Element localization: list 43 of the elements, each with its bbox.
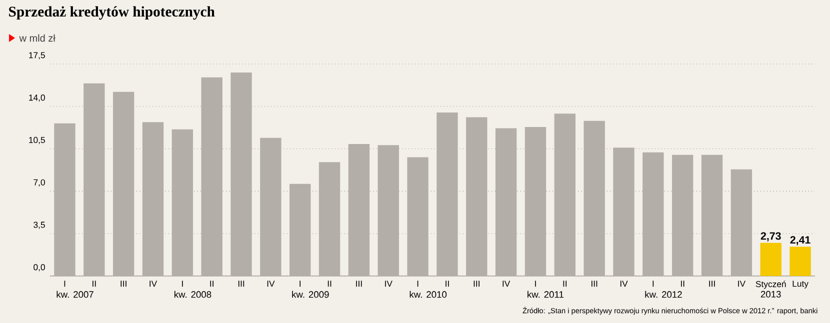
data-label: 2,41 [790, 236, 810, 246]
x-tick-label: IV [502, 280, 510, 287]
x-tick-label: III [474, 280, 480, 287]
x-tick-label: III [592, 280, 598, 287]
x-tick-label: I [182, 280, 183, 287]
x-tick-label: II [563, 280, 567, 287]
x-tick-label: II [446, 280, 449, 287]
x-tick-label: IV [738, 280, 746, 287]
x-tick-label: IV [150, 280, 158, 287]
data-label: 2,73 [760, 232, 781, 242]
x-tick-label: IV [267, 280, 275, 287]
text: kw. 2012 [645, 290, 682, 298]
y-tick-label: 7,0 [34, 179, 45, 186]
x-tick-label: Luty [792, 280, 808, 288]
x-tick-label: III [120, 280, 126, 287]
text: kw. 2008 [174, 290, 212, 298]
x-tick-label: I [64, 280, 66, 287]
y-tick-label: 3,5 [34, 222, 45, 229]
y-tick-label: 10,5 [29, 136, 45, 144]
x-tick-label: Styczeń [756, 280, 786, 289]
x-tick-label: I [535, 280, 536, 287]
x-tick-label: I [652, 280, 654, 287]
x-tick-label: IV [620, 280, 628, 287]
chart-subtitle: w mld zł [19, 34, 56, 42]
x-tick-label: III [356, 280, 362, 287]
text: kw. 2010 [410, 290, 447, 298]
text: kw. 2009 [292, 290, 329, 298]
x-tick-label: II [680, 280, 684, 287]
y-tick-label: 0,0 [34, 264, 45, 272]
x-tick-label: II [210, 280, 214, 287]
y-tick-label: 14,0 [29, 94, 45, 102]
x-tick-label: II [328, 280, 332, 287]
text: kw. 2011 [528, 290, 564, 298]
x-tick-label: I [300, 280, 301, 287]
x-tick-label: I [417, 280, 418, 287]
text: 2013 [760, 290, 781, 298]
x-tick-label: IV [385, 280, 392, 287]
x-tick-label: II [92, 280, 96, 287]
text: kw. 2007 [56, 290, 94, 298]
y-tick-label: 17,5 [29, 52, 45, 60]
x-tick-label: III [238, 280, 244, 287]
x-tick-label: III [709, 280, 715, 287]
chart-title: Sprzedaż kredytów hipotecznych [9, 6, 215, 20]
